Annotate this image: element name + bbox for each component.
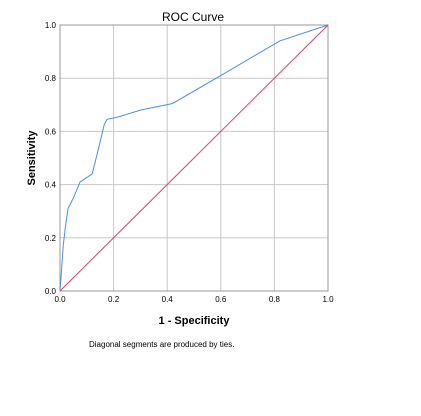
plot-area-frame <box>59 24 329 292</box>
x-tick-label: 0.4 <box>162 295 174 304</box>
reference-diagonal-line <box>59 24 329 292</box>
y-tick-label: 0.6 <box>45 127 57 136</box>
x-tick-labels: 0.0 0.2 0.4 0.6 0.8 1.0 <box>54 295 334 304</box>
x-tick-label: 0.2 <box>108 295 120 304</box>
x-tick-label: 0.0 <box>54 295 66 304</box>
y-tick-label: 0.2 <box>45 234 57 243</box>
x-axis-label: 1 - Specificity <box>159 315 231 327</box>
y-tick-label: 0.4 <box>45 181 57 190</box>
y-tick-label: 0.0 <box>45 287 57 296</box>
roc-curve-line <box>59 24 329 292</box>
grid-lines <box>60 25 328 291</box>
y-tick-label: 0.8 <box>45 74 57 83</box>
x-tick-label: 0.8 <box>269 295 281 304</box>
series-lines <box>59 24 329 292</box>
chart-footnote: Diagonal segments are produced by ties. <box>89 340 234 349</box>
x-tick-label: 0.6 <box>215 295 227 304</box>
y-axis-label: Sensitivity <box>26 130 38 186</box>
chart-title: ROC Curve <box>162 10 224 24</box>
y-tick-label: 1.0 <box>45 21 57 30</box>
x-tick-label: 1.0 <box>322 295 334 304</box>
y-tick-labels: 0.0 0.2 0.4 0.6 0.8 1.0 <box>45 21 57 296</box>
